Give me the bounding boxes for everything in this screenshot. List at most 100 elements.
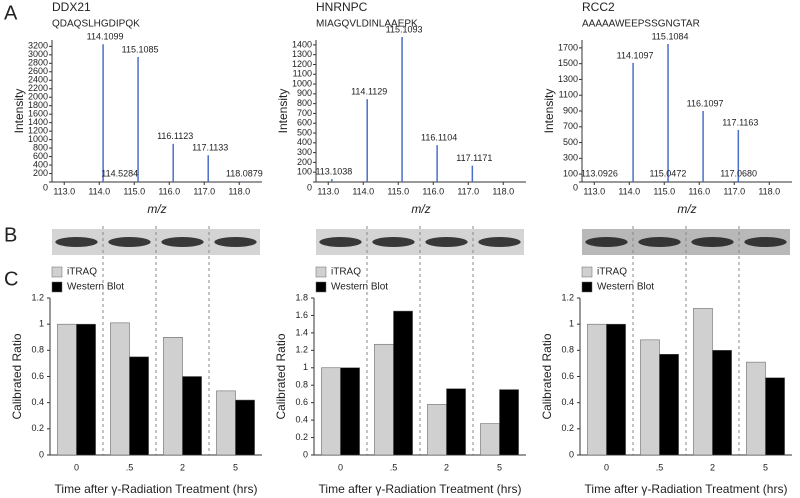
x-tick-label: 0 <box>604 462 609 472</box>
x-tick-label: 116.0 <box>688 186 710 196</box>
bar <box>340 367 360 456</box>
peak-label: 115.1084 <box>652 31 689 41</box>
peak-label: 117.1171 <box>456 153 492 163</box>
y-tick-label: 1 <box>569 319 574 329</box>
bar <box>129 356 149 456</box>
y-tick-label: 800 <box>297 98 312 108</box>
x-tick-label: 117.0 <box>457 186 479 196</box>
y-tick-label: 0 <box>39 449 44 459</box>
y-tick-label: 1000 <box>292 78 312 88</box>
y-axis-label: Calibrated Ratio <box>10 333 24 419</box>
y-tick-label: 1600 <box>28 109 48 119</box>
y-tick-label: 700 <box>563 121 578 131</box>
blot-band <box>585 237 628 247</box>
y-tick-label: 1200 <box>28 126 48 136</box>
bar <box>480 423 500 456</box>
x-tick-label: 115.0 <box>123 186 145 196</box>
y-tick-label: 600 <box>297 118 312 128</box>
y-tick-label: 100 <box>297 167 312 177</box>
peak-label: 114.5284 <box>101 169 138 179</box>
bar <box>182 376 202 456</box>
peak-label: 117.1163 <box>722 117 758 127</box>
y-tick-label: 0.4 <box>31 397 44 407</box>
panel-label: C <box>4 268 18 290</box>
x-tick-label: 114.0 <box>352 186 374 196</box>
peak-label: 115.1093 <box>386 24 423 34</box>
y-tick-label: 0 <box>573 182 578 192</box>
blot-band <box>744 237 787 247</box>
y-tick-label: 400 <box>297 137 312 147</box>
x-tick-label: 118.0 <box>228 186 250 196</box>
x-tick-label: 2 <box>180 462 185 472</box>
y-tick-label: 1.6 <box>295 310 308 320</box>
bar <box>427 404 447 456</box>
y-tick-label: 200 <box>33 168 48 178</box>
y-tick-label: 0.6 <box>295 397 308 407</box>
y-tick-label: 1400 <box>292 39 312 49</box>
bar <box>393 310 413 456</box>
peak-label: 117.0680 <box>720 169 757 179</box>
y-tick-label: 0.2 <box>295 432 308 442</box>
x-axis-label: m/z <box>677 202 696 216</box>
legend-swatch <box>51 281 63 293</box>
peak-label: 113.0926 <box>581 169 618 179</box>
bar <box>110 322 130 456</box>
bar <box>321 367 341 456</box>
x-tick-label: 114.0 <box>618 186 640 196</box>
legend-swatch <box>581 281 593 293</box>
peak-label: 116.1123 <box>157 131 193 141</box>
blot-band <box>638 237 681 247</box>
y-tick-label: 200 <box>297 157 312 167</box>
blot-band <box>478 237 521 247</box>
bar <box>712 350 732 456</box>
legend-swatch <box>315 266 327 278</box>
x-tick-label: 116.0 <box>158 186 180 196</box>
y-tick-label: 2800 <box>28 58 48 68</box>
blot-band <box>108 237 151 247</box>
y-axis-label: Intensity <box>542 89 556 134</box>
y-tick-label: 3200 <box>28 41 48 51</box>
y-tick-label: 0.4 <box>561 397 574 407</box>
y-tick-label: 1.8 <box>295 292 308 302</box>
bar <box>640 339 660 456</box>
y-tick-label: 400 <box>33 159 48 169</box>
bar <box>57 323 77 456</box>
y-tick-label: 1 <box>39 319 44 329</box>
y-tick-label: 100 <box>563 168 578 178</box>
bar <box>693 308 713 456</box>
y-tick-label: 1400 <box>28 117 48 127</box>
y-tick-label: 300 <box>297 147 312 157</box>
y-tick-label: 1000 <box>28 134 48 144</box>
x-tick-label: 115.0 <box>653 186 675 196</box>
y-tick-label: 1800 <box>28 100 48 110</box>
y-tick-label: 0.4 <box>295 414 308 424</box>
panel-label: A <box>4 2 18 24</box>
y-tick-label: 1.2 <box>295 345 308 355</box>
y-tick-label: 0.8 <box>31 345 44 355</box>
bar <box>499 389 519 456</box>
peak-label: 114.1099 <box>87 32 124 42</box>
blot-band <box>425 237 468 247</box>
y-tick-label: 0.8 <box>561 345 574 355</box>
y-tick-label: 600 <box>33 151 48 161</box>
y-tick-label: 1500 <box>558 58 578 68</box>
x-tick-label: 117.0 <box>723 186 745 196</box>
y-tick-label: 700 <box>297 108 312 118</box>
y-tick-label: 0.2 <box>561 423 574 433</box>
bar <box>606 323 626 456</box>
y-tick-label: 1.2 <box>31 292 44 302</box>
blot-band <box>372 237 415 247</box>
x-axis-label: Time after γ-Radiation Treatment (hrs) <box>319 482 522 496</box>
x-tick-label: 5 <box>763 462 768 472</box>
bar <box>587 323 607 456</box>
y-tick-label: 1100 <box>293 69 312 79</box>
panel-label: B <box>4 224 17 246</box>
y-tick-label: 2600 <box>28 66 48 76</box>
x-tick-label: 5 <box>233 462 238 472</box>
chart-subtitle: AAAAAWEEPSSGNGTAR <box>582 19 700 30</box>
y-tick-label: 900 <box>563 105 578 115</box>
chart-title: RCC2 <box>582 0 615 14</box>
x-tick-label: 2 <box>710 462 715 472</box>
peak-label: 114.1097 <box>617 50 654 60</box>
